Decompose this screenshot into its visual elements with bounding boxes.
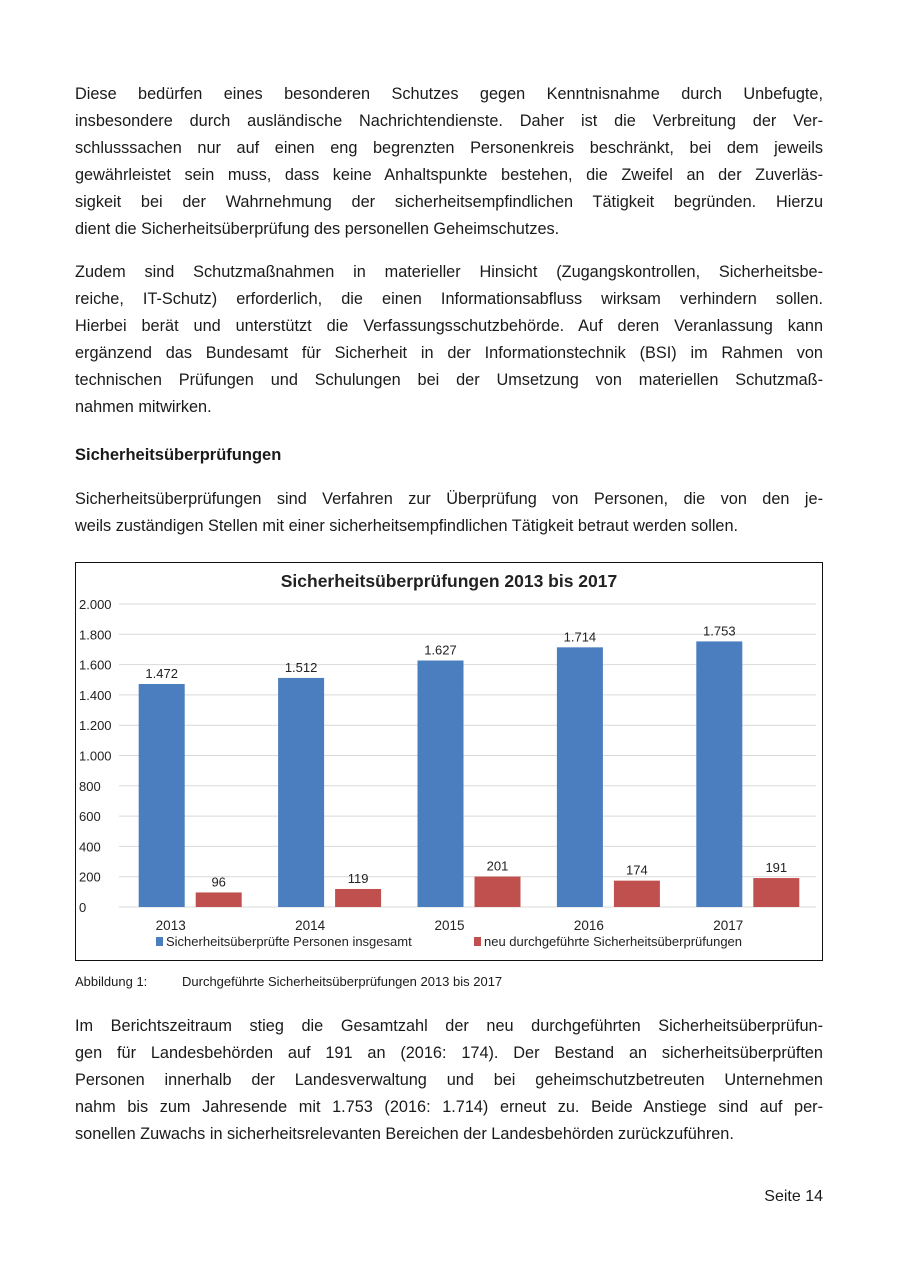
text-line: Zudem sind Schutzmaßnahmen in materielle… <box>75 263 823 281</box>
y-tick-label: 1.600 <box>79 658 112 673</box>
text-line: gewährleistet sein muss, dass keine Anha… <box>75 166 823 184</box>
text-line: sonellen Zuwachs in sicherheitsrelevante… <box>75 1125 734 1143</box>
text-line: technischen Prüfungen und Schulungen bei… <box>75 371 823 389</box>
chart-title: Sicherheitsüberprüfungen 2013 bis 2017 <box>281 571 618 591</box>
legend-swatch-total <box>156 937 163 946</box>
paragraph-2: Zudem sind Schutzmaßnahmen in materielle… <box>75 259 823 421</box>
paragraph-3: Sicherheitsüberprüfungen sind Verfahren … <box>75 486 823 540</box>
data-label: 96 <box>211 874 225 889</box>
legend-label-total: Sicherheitsüberprüfte Personen insgesamt <box>166 934 412 949</box>
bar-new-2016 <box>613 880 660 907</box>
y-tick-label: 200 <box>79 870 101 885</box>
text-line: sigkeit bei der Wahrnehmung der sicherhe… <box>75 193 823 211</box>
y-tick-label: 1.800 <box>79 627 112 642</box>
y-tick-label: 800 <box>79 779 101 794</box>
bar-new-2013 <box>195 892 242 907</box>
legend-swatch-new <box>474 937 481 946</box>
bar-total-2017 <box>696 641 743 907</box>
data-label: 1.627 <box>424 643 457 658</box>
bar-chart: Sicherheitsüberprüfungen 2013 bis 2017 0 2… <box>75 562 823 961</box>
text-line: insbesondere durch ausländische Nachrich… <box>75 112 823 130</box>
x-tick-label: 2017 <box>713 918 743 933</box>
text-line: Diese bedürfen eines besonderen Schutzes… <box>75 85 823 103</box>
bar-total-2014 <box>278 677 325 907</box>
caption-number: Abbildung 1: <box>75 974 148 989</box>
x-tick-label: 2013 <box>156 918 186 933</box>
text-line: gen für Landesbehörden auf 191 an (2016:… <box>75 1044 823 1062</box>
data-label: 1.753 <box>703 623 736 638</box>
text-line: reiche, IT-Schutz) erforderlich, die ein… <box>75 290 823 308</box>
text-line: weils zuständigen Stellen mit einer sich… <box>75 517 739 535</box>
y-tick-label: 1.400 <box>79 688 112 703</box>
page-number: Seite 14 <box>764 1188 823 1205</box>
legend-label-new: neu durchgeführte Sicherheitsüberprüfung… <box>484 934 742 949</box>
data-label: 1.472 <box>145 666 178 681</box>
section-heading: Sicherheitsüberprüfungen <box>75 446 282 464</box>
bar-total-2015 <box>417 660 464 907</box>
data-label: 191 <box>765 860 787 875</box>
y-tick-label: 400 <box>79 839 101 854</box>
paragraph-1: Diese bedürfen eines besonderen Schutzes… <box>75 81 823 243</box>
paragraph-4: Im Berichtszeitraum stieg die Gesamtzahl… <box>75 1013 823 1148</box>
data-label: 201 <box>487 859 509 874</box>
caption-text: Durchgeführte Sicherheitsüberprüfungen 2… <box>182 974 503 989</box>
bar-total-2016 <box>556 647 603 907</box>
bar-new-2015 <box>474 876 521 907</box>
text-line: nahmen mitwirken. <box>75 398 212 416</box>
y-tick-label: 600 <box>79 809 101 824</box>
figure-caption: Abbildung 1: Durchgeführte Sicherheitsübe… <box>75 973 502 991</box>
bar-total-2013 <box>138 683 185 907</box>
bar-new-2014 <box>335 888 382 907</box>
x-tick-label: 2015 <box>434 918 464 933</box>
text-line: Hierbei berät und unterstützt die Verfas… <box>75 317 823 335</box>
bar-new-2017 <box>753 878 800 907</box>
y-tick-label: 1.200 <box>79 718 112 733</box>
text-line: Personen innerhalb der Landesverwaltung … <box>75 1071 823 1089</box>
text-line: dient die Sicherheitsüberprüfung des per… <box>75 220 560 238</box>
text-line: Im Berichtszeitraum stieg die Gesamtzahl… <box>75 1017 823 1035</box>
text-line: Sicherheitsüberprüfungen sind Verfahren … <box>75 490 823 508</box>
text-line: schlusssachen nur auf einen eng begrenzt… <box>75 139 823 157</box>
y-tick-label: 2.000 <box>79 597 112 612</box>
data-label: 1.512 <box>285 660 318 675</box>
y-tick-label: 1.000 <box>79 749 112 764</box>
text-line: ergänzend das Bundesamt für Sicherheit i… <box>75 344 823 362</box>
text-line: nahm bis zum Jahresende mit 1.753 (2016:… <box>75 1098 823 1116</box>
data-label: 119 <box>348 871 369 886</box>
data-label: 1.714 <box>564 629 597 644</box>
y-tick-label: 0 <box>79 900 86 915</box>
x-tick-label: 2014 <box>295 918 326 933</box>
x-tick-label: 2016 <box>574 918 604 933</box>
data-label: 174 <box>626 863 648 878</box>
